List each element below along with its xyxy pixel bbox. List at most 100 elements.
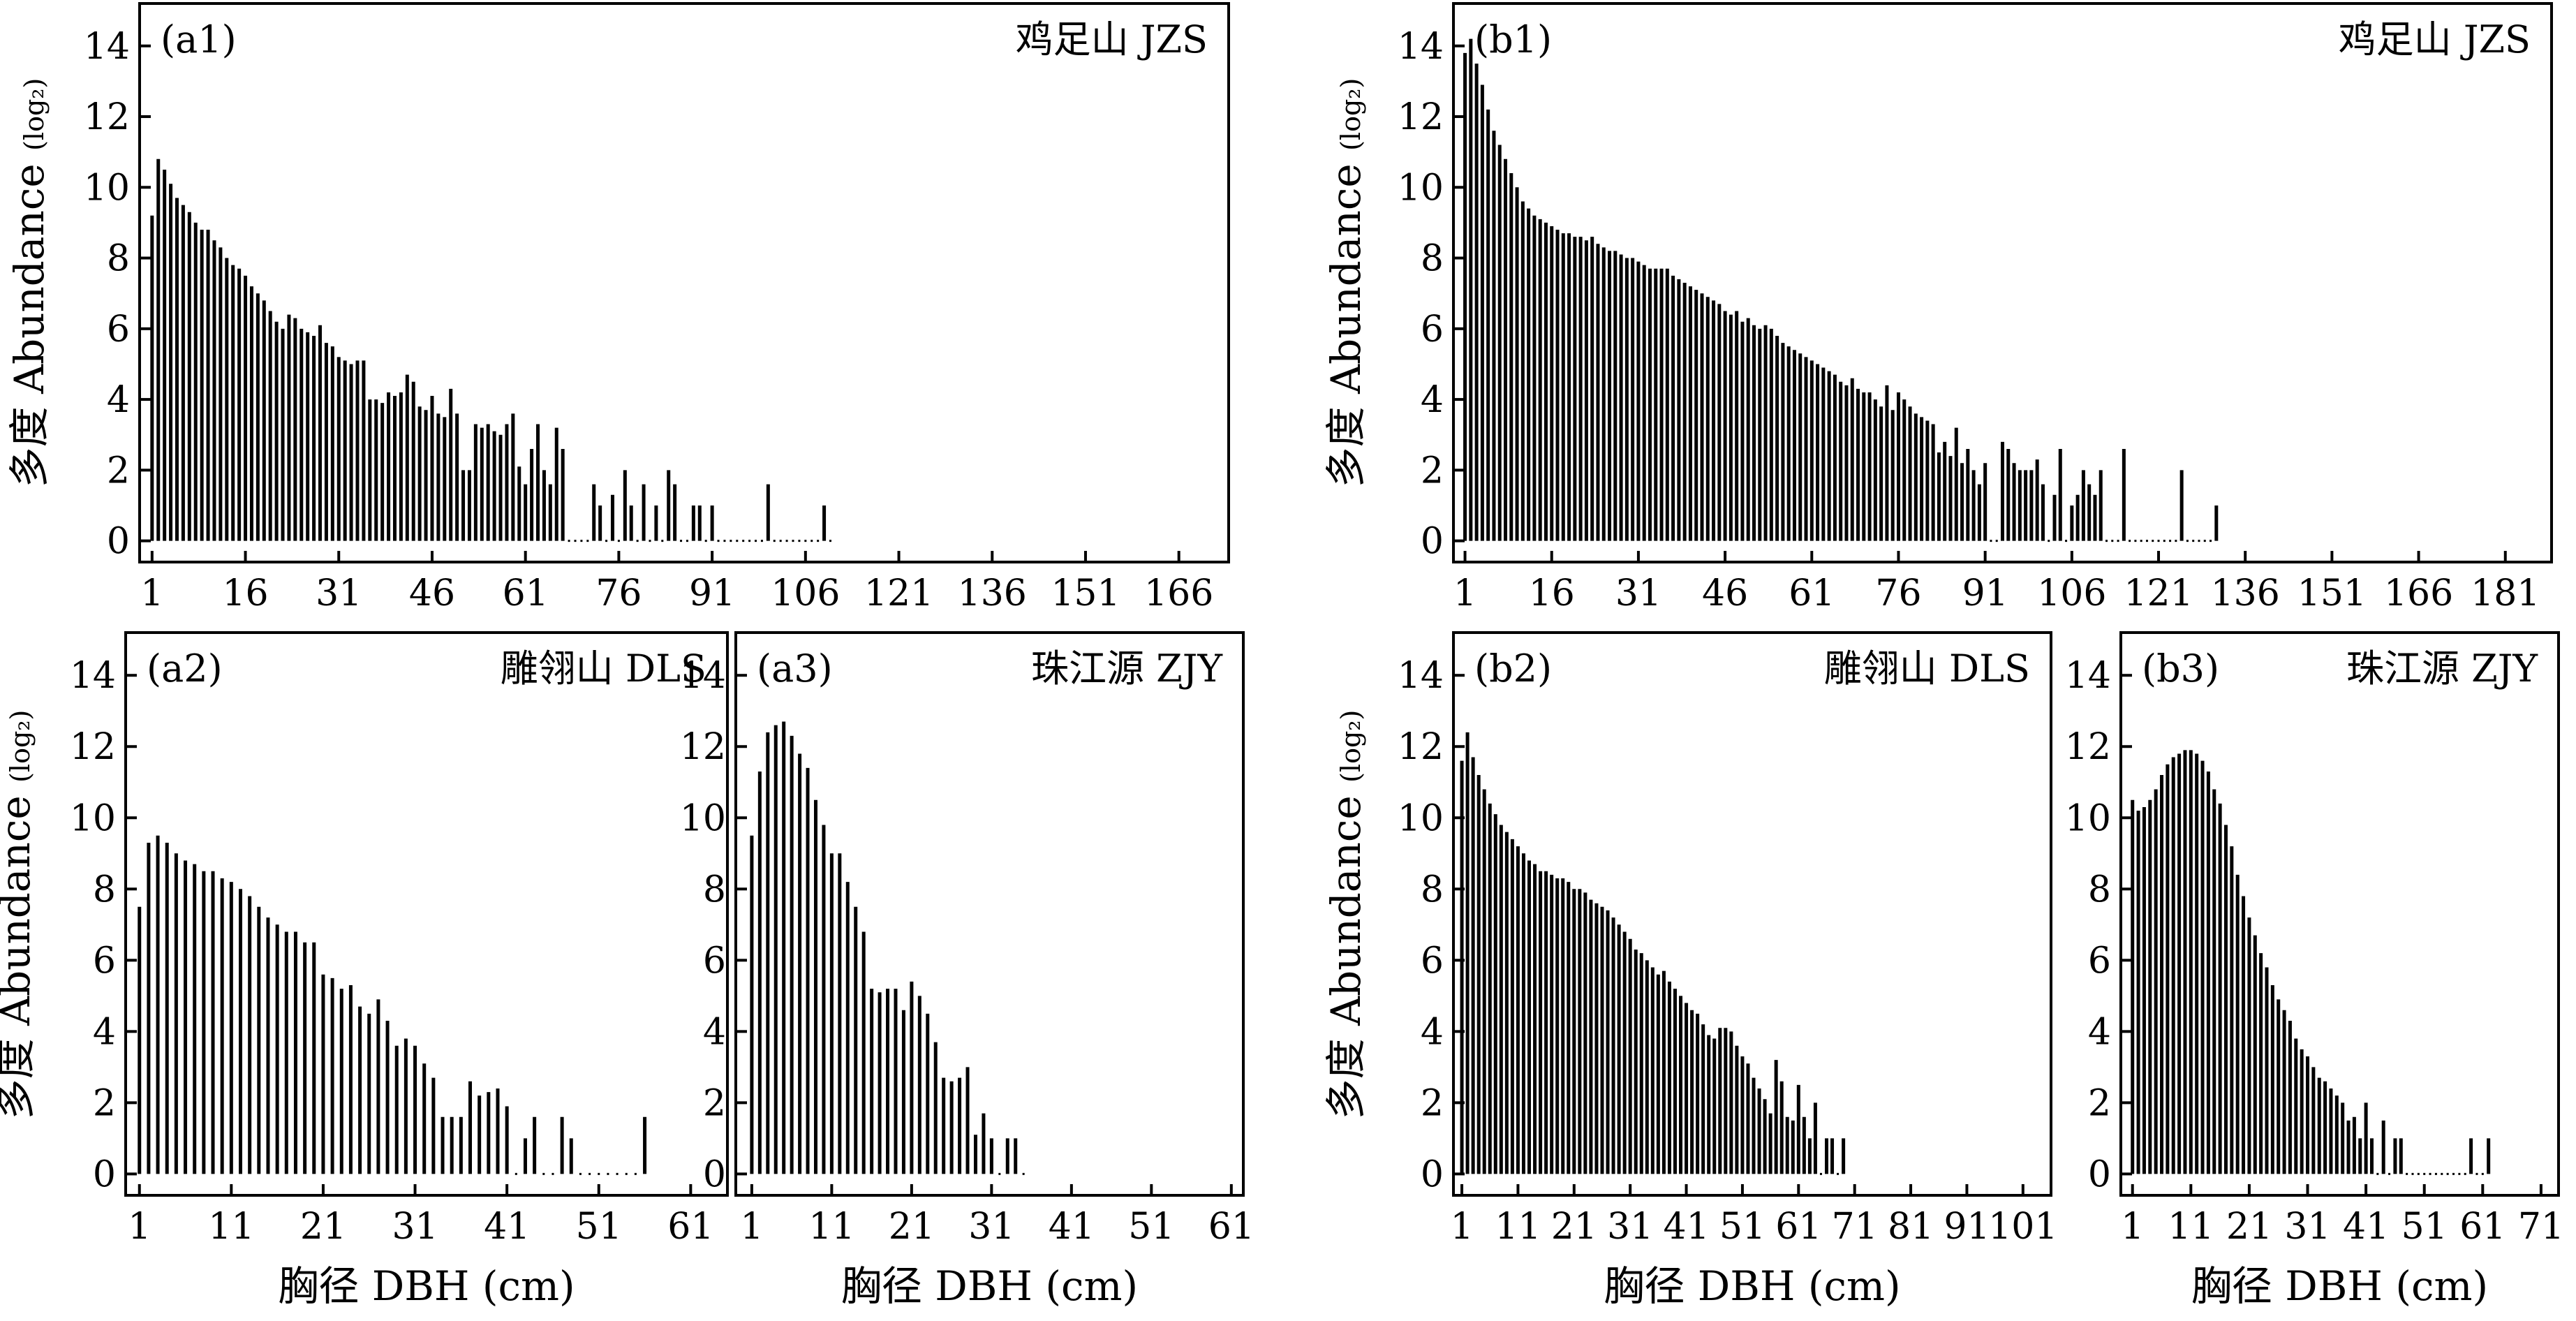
site-label-a3: 珠江源 ZJY (1031, 647, 1223, 691)
y-tick-label-a1-4: 4 (107, 379, 130, 421)
x-tick-label-a3-51: 51 (1128, 1206, 1174, 1248)
y-tick-label-a1-14: 14 (84, 26, 130, 68)
x-tick-label-a2-21: 21 (300, 1206, 346, 1248)
x-axis-title-b2: 胸径 DBH (cm) (1604, 1262, 1900, 1310)
x-tick-label-b3-1: 1 (2121, 1206, 2144, 1248)
x-axis-title-a3: 胸径 DBH (cm) (841, 1262, 1138, 1310)
y-tick-label-b1-0: 0 (1421, 521, 1444, 563)
x-tick-label-a1-166: 166 (1144, 573, 1213, 614)
x-tick-label-b3-61: 61 (2459, 1206, 2505, 1248)
x-tick-label-b3-51: 51 (2401, 1206, 2448, 1248)
panel-label-a3: (a3) (757, 647, 833, 691)
y-tick-label-b2-4: 4 (1421, 1011, 1444, 1053)
y-tick-label-b1-8: 8 (1421, 238, 1444, 280)
plot-frame (2119, 631, 2560, 1197)
panel-label-b3: (b3) (2142, 647, 2219, 691)
x-tick-label-a1-46: 46 (409, 573, 455, 614)
x-tick-label-b1-106: 106 (2037, 573, 2106, 614)
x-tick-label-a1-91: 91 (689, 573, 735, 614)
x-tick-label-a3-61: 61 (1208, 1206, 1254, 1248)
plot-frame (1452, 2, 2553, 563)
x-tick-label-a1-76: 76 (595, 573, 642, 614)
x-tick-label-a2-51: 51 (576, 1206, 622, 1248)
x-tick-label-b1-121: 121 (2124, 573, 2193, 614)
panel-label-b2: (b2) (1474, 647, 1552, 691)
x-tick-label-b1-31: 31 (1615, 573, 1661, 614)
x-tick-label-a3-41: 41 (1049, 1206, 1095, 1248)
x-tick-label-a1-136: 136 (958, 573, 1027, 614)
plot-frame (138, 2, 1230, 563)
x-tick-label-b2-21: 21 (1551, 1206, 1597, 1248)
x-axis-title-b3: 胸径 DBH (cm) (2191, 1262, 2488, 1310)
x-tick-label-b2-61: 61 (1775, 1206, 1821, 1248)
y-axis-title-a1: 多度 Abundance (log₂) (6, 78, 53, 488)
x-tick-label-a2-41: 41 (484, 1206, 530, 1248)
panel-label-a1: (a1) (161, 17, 237, 61)
x-tick-label-b2-31: 31 (1607, 1206, 1653, 1248)
x-tick-label-a2-61: 61 (667, 1206, 713, 1248)
y-tick-label-b3-6: 6 (2088, 940, 2111, 982)
x-tick-label-b2-81: 81 (1888, 1206, 1934, 1248)
y-tick-label-a3-8: 8 (703, 869, 726, 910)
y-axis-title-unit-a1: (log₂) (19, 78, 50, 151)
site-label-a2: 雕翎山 DLS (501, 647, 706, 691)
x-tick-label-b3-31: 31 (2284, 1206, 2330, 1248)
y-tick-label-a1-8: 8 (107, 238, 130, 280)
x-tick-label-a3-1: 1 (740, 1206, 763, 1248)
y-tick-label-b2-0: 0 (1421, 1153, 1444, 1195)
y-tick-label-a3-6: 6 (703, 940, 726, 982)
y-tick-label-b2-12: 12 (1398, 726, 1444, 768)
x-tick-label-a3-11: 11 (808, 1206, 854, 1248)
x-tick-label-b1-16: 16 (1529, 573, 1575, 614)
x-tick-label-a2-31: 31 (392, 1206, 438, 1248)
plot-frame (734, 631, 1245, 1197)
y-axis-title-unit-b1: (log₂) (1335, 78, 1366, 151)
y-tick-label-b1-14: 14 (1398, 26, 1444, 68)
x-tick-label-b2-41: 41 (1663, 1206, 1709, 1248)
x-tick-label-a3-31: 31 (968, 1206, 1014, 1248)
x-tick-label-b1-136: 136 (2211, 573, 2280, 614)
x-tick-label-a1-16: 16 (222, 573, 268, 614)
x-tick-label-a2-1: 1 (128, 1206, 151, 1248)
y-tick-label-a2-12: 12 (70, 726, 116, 768)
y-tick-label-a1-12: 12 (84, 96, 130, 138)
y-tick-label-a1-0: 0 (107, 521, 130, 563)
y-tick-label-b3-0: 0 (2088, 1153, 2111, 1195)
x-tick-label-a1-151: 151 (1051, 573, 1120, 614)
x-tick-label-a1-121: 121 (864, 573, 933, 614)
x-tick-label-a1-1: 1 (140, 573, 163, 614)
y-tick-label-a1-2: 2 (107, 450, 130, 492)
x-tick-label-a3-21: 21 (889, 1206, 935, 1248)
y-tick-label-a1-10: 10 (84, 167, 130, 209)
y-tick-label-a2-4: 4 (93, 1011, 116, 1053)
y-tick-label-a3-0: 0 (703, 1153, 726, 1195)
plot-frame (124, 631, 729, 1197)
x-tick-label-b2-11: 11 (1495, 1206, 1541, 1248)
x-tick-label-b1-76: 76 (1875, 573, 1921, 614)
y-tick-label-a2-8: 8 (93, 869, 116, 910)
y-tick-label-b1-6: 6 (1421, 309, 1444, 350)
y-tick-label-a3-14: 14 (680, 655, 726, 697)
site-label-b1: 鸡足山 JZS (2339, 17, 2531, 61)
y-tick-label-b2-2: 2 (1421, 1082, 1444, 1124)
y-tick-label-b2-6: 6 (1421, 940, 1444, 982)
x-tick-label-a1-31: 31 (316, 573, 362, 614)
y-tick-label-a3-12: 12 (680, 726, 726, 768)
x-tick-label-b1-46: 46 (1702, 573, 1748, 614)
y-tick-label-a2-14: 14 (70, 655, 116, 697)
y-tick-label-a2-2: 2 (93, 1082, 116, 1124)
x-tick-label-b2-51: 51 (1719, 1206, 1766, 1248)
y-tick-label-b3-12: 12 (2065, 726, 2111, 768)
y-tick-label-b1-2: 2 (1421, 450, 1444, 492)
x-tick-label-a1-61: 61 (503, 573, 549, 614)
y-tick-label-b3-4: 4 (2088, 1011, 2111, 1053)
y-tick-label-a2-10: 10 (70, 797, 116, 839)
y-tick-label-b2-8: 8 (1421, 869, 1444, 910)
